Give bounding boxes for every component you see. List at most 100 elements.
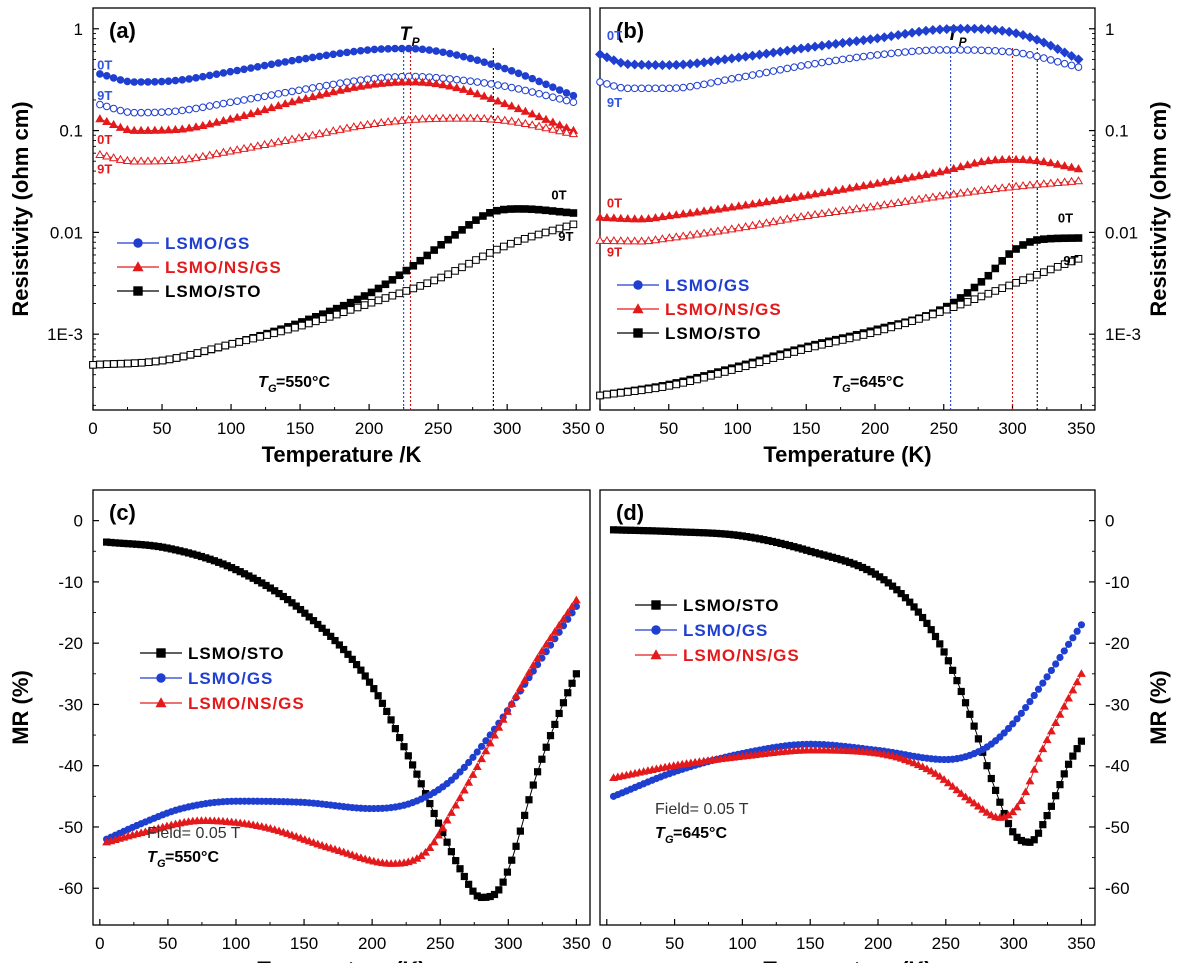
data-point [340, 645, 348, 654]
data-point [1011, 154, 1021, 163]
data-point [866, 329, 875, 338]
data-point [259, 105, 270, 114]
data-point [1043, 673, 1051, 681]
data-point [555, 207, 564, 216]
data-point [956, 46, 965, 54]
data-point [1011, 181, 1021, 190]
x-tick-label: 100 [728, 934, 756, 953]
data-point [318, 315, 327, 323]
data-point [671, 59, 682, 70]
data-point [865, 179, 876, 188]
data-point [948, 782, 958, 790]
data-point [896, 753, 906, 762]
data-point [205, 102, 214, 110]
data-point [657, 234, 668, 243]
data-point [671, 210, 681, 219]
data-point [163, 125, 174, 134]
data-point [362, 119, 373, 128]
data-point [962, 160, 973, 169]
data-point [376, 117, 386, 127]
data-point [610, 389, 618, 398]
data-point [1073, 176, 1084, 185]
data-point [900, 28, 911, 39]
data-point [852, 332, 861, 341]
data-point [976, 157, 987, 166]
data-point [555, 709, 563, 718]
data-point [490, 730, 499, 739]
data-point [955, 188, 966, 197]
data-point [157, 156, 167, 165]
data-point [720, 225, 730, 234]
data-point [900, 755, 910, 764]
series-LSMO/GS-9T [596, 46, 1083, 93]
data-point [430, 246, 438, 254]
data-point [423, 251, 432, 260]
x-tick-label: 300 [494, 934, 522, 953]
data-point [1064, 640, 1073, 648]
data-point [1046, 158, 1056, 167]
data-point [1067, 61, 1076, 70]
data-point [700, 373, 708, 382]
y-axis-label: MR (%) [8, 670, 33, 745]
data-point [434, 819, 443, 827]
data-point [1033, 270, 1041, 279]
data-point [144, 108, 152, 117]
data-point [630, 214, 640, 223]
data-point [817, 208, 827, 217]
data-point [459, 76, 468, 85]
data-point [692, 229, 702, 238]
data-point [321, 127, 332, 136]
data-point [1059, 47, 1070, 58]
data-point [398, 44, 406, 53]
data-point [596, 391, 604, 400]
data-point [179, 352, 188, 361]
data-point [378, 699, 387, 707]
data-point [430, 809, 438, 818]
data-point [198, 151, 208, 160]
data-point [831, 206, 841, 216]
data-point [548, 117, 558, 126]
data-point [1076, 669, 1086, 677]
data-point [137, 78, 145, 86]
data-point [1060, 647, 1068, 655]
data-point [485, 738, 495, 747]
data-point [991, 287, 1000, 295]
data-point [360, 301, 369, 309]
data-point [595, 235, 605, 244]
data-point [658, 383, 667, 391]
data-point [247, 94, 255, 103]
data-point [233, 66, 241, 75]
data-point [171, 107, 180, 116]
data-point [977, 278, 986, 286]
data-point [1004, 820, 1013, 828]
data-point [643, 59, 654, 70]
data-point [301, 54, 310, 63]
data-point [865, 202, 876, 211]
data-point [260, 61, 269, 70]
data-point [658, 84, 667, 93]
legend-marker [132, 261, 144, 272]
data-point [949, 46, 958, 54]
data-point [549, 93, 557, 101]
data-point [636, 236, 647, 245]
data-point [1047, 802, 1055, 810]
panel-label: (c) [109, 500, 136, 525]
data-point [1046, 56, 1055, 64]
data-point [417, 114, 428, 123]
y-tick-label: 1 [1105, 20, 1114, 39]
data-point [754, 219, 765, 228]
x-tick-label: 150 [792, 419, 820, 438]
data-point [616, 213, 626, 222]
legend-label: LSMO/NS/GS [665, 300, 782, 319]
data-point [514, 85, 523, 93]
growth-temp-symbol: T [147, 849, 158, 866]
data-point [991, 786, 1000, 794]
data-point [356, 81, 366, 90]
data-point [921, 169, 931, 178]
data-point [973, 801, 983, 810]
legend: LSMO/GS LSMO/NS/GS LSMO/STO [117, 234, 281, 301]
data-point [893, 197, 903, 207]
data-point [451, 231, 459, 239]
data-point [1005, 48, 1013, 56]
data-point [226, 67, 235, 76]
